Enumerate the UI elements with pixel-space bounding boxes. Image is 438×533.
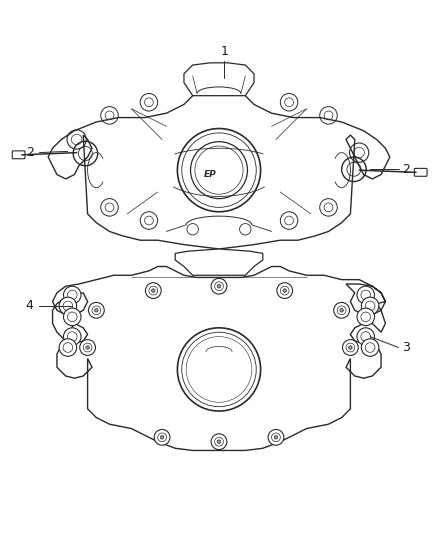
Circle shape <box>211 434 227 449</box>
Circle shape <box>361 339 379 356</box>
Circle shape <box>59 339 77 356</box>
Text: 1: 1 <box>220 45 228 59</box>
Circle shape <box>361 290 371 300</box>
Circle shape <box>340 309 343 312</box>
Circle shape <box>145 282 161 298</box>
Circle shape <box>365 301 375 311</box>
Circle shape <box>357 308 374 326</box>
Circle shape <box>80 340 95 356</box>
Circle shape <box>64 308 81 326</box>
Text: 4: 4 <box>26 300 34 312</box>
Circle shape <box>346 343 355 352</box>
Circle shape <box>349 346 352 349</box>
Polygon shape <box>48 87 390 249</box>
Circle shape <box>160 435 164 439</box>
Circle shape <box>211 278 227 294</box>
Circle shape <box>154 430 170 445</box>
FancyBboxPatch shape <box>414 168 427 176</box>
Circle shape <box>67 290 77 300</box>
Polygon shape <box>175 249 263 275</box>
Circle shape <box>337 306 346 314</box>
Circle shape <box>343 340 358 356</box>
Circle shape <box>361 297 379 314</box>
Circle shape <box>365 343 375 352</box>
Circle shape <box>215 282 223 290</box>
Circle shape <box>277 282 293 298</box>
Text: 2: 2 <box>26 146 34 159</box>
Text: EP: EP <box>204 170 217 179</box>
Circle shape <box>64 328 81 345</box>
Circle shape <box>215 437 223 446</box>
Circle shape <box>63 301 73 311</box>
Circle shape <box>272 433 280 442</box>
FancyBboxPatch shape <box>12 151 25 159</box>
Circle shape <box>357 328 374 345</box>
Circle shape <box>88 302 104 318</box>
Circle shape <box>59 297 77 314</box>
Text: 3: 3 <box>403 341 410 354</box>
Circle shape <box>152 289 155 292</box>
Circle shape <box>86 346 89 349</box>
Circle shape <box>95 309 98 312</box>
Circle shape <box>67 332 77 342</box>
Circle shape <box>283 289 286 292</box>
Polygon shape <box>53 266 385 450</box>
Circle shape <box>158 433 166 442</box>
Circle shape <box>361 312 371 322</box>
Circle shape <box>64 286 81 304</box>
Circle shape <box>67 312 77 322</box>
Circle shape <box>334 302 350 318</box>
Circle shape <box>149 286 158 295</box>
Polygon shape <box>184 63 254 96</box>
Circle shape <box>357 286 374 304</box>
Text: 2: 2 <box>403 163 410 176</box>
Circle shape <box>268 430 284 445</box>
Circle shape <box>63 343 73 352</box>
Circle shape <box>217 285 221 288</box>
Circle shape <box>217 440 221 443</box>
Circle shape <box>83 343 92 352</box>
Circle shape <box>361 332 371 342</box>
Circle shape <box>274 435 278 439</box>
Circle shape <box>280 286 289 295</box>
Circle shape <box>92 306 101 314</box>
